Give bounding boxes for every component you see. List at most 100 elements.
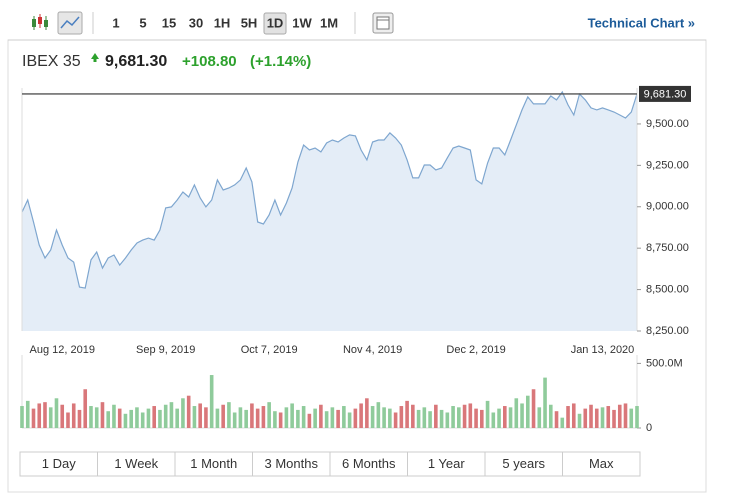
volume-bar [296,409,300,428]
volume-bar [94,407,99,428]
interval-button[interactable]: 5 [139,15,146,30]
volume-bar [83,389,88,428]
volume-bar [215,408,220,428]
interval-button[interactable]: 30 [189,15,203,30]
volume-bar [497,408,501,428]
interval-button[interactable]: 5H [241,15,258,30]
y-tick-label: 8,750.00 [646,242,689,254]
range-button[interactable]: 1 Week [114,456,158,471]
price: 9,681.30 [105,53,167,70]
x-tick-label: Aug 12, 2019 [30,344,95,356]
volume-bar [531,389,536,428]
volume-bar [411,404,415,428]
volume-bar [255,408,260,428]
volume-bar [175,408,179,428]
y-tick-label: 8,250.00 [646,325,689,337]
volume-bar [181,398,185,428]
volume-bar [571,403,576,428]
volume-bar [600,407,605,428]
price-area [22,92,637,331]
volume-bar [457,407,461,428]
x-tick-label: Jan 13, 2020 [571,344,635,356]
volume-bar [416,409,421,428]
last-price-box [639,85,691,102]
range-button-bg[interactable] [484,451,563,477]
volume-bar [66,412,70,428]
range-button-bg[interactable] [174,451,253,477]
volume-bar [623,403,628,428]
range-button[interactable]: 1 Year [428,456,466,471]
x-tick-label: Sep 9, 2019 [136,344,195,356]
volume-bar [537,407,542,428]
up-arrow-stem [93,58,97,62]
volume-bar [399,406,404,428]
change: +108.80 [182,53,237,70]
volume-bar [514,398,519,428]
volume-bar [451,406,455,428]
interval-button[interactable]: 1H [214,15,231,30]
up-arrow [91,53,99,59]
interval-button[interactable]: 15 [162,15,176,30]
volume-bar [405,400,409,428]
volume-bar [232,412,237,428]
volume-bar [525,395,530,428]
volume-bar [393,412,398,428]
range-button[interactable]: Max [589,456,614,471]
candle-icon[interactable] [32,14,48,30]
volume-bar [77,409,82,428]
volume-bar [117,408,122,428]
volume-bar [617,404,622,428]
x-tick-label: Dec 2, 2019 [446,344,505,356]
volume-bar [284,407,289,428]
volume-bar [48,407,53,428]
calendar-icon[interactable] [372,12,394,34]
range-button[interactable]: 1 Month [190,456,237,471]
volume-bar [198,403,202,428]
volume-bar [186,395,191,428]
range-button[interactable]: 5 years [502,456,545,471]
volume-bar [560,417,565,428]
interval-button[interactable]: 1D [267,15,284,30]
volume-bar [152,406,156,428]
volume-bar [313,408,317,428]
volume-bar [508,407,513,428]
volume-bar [612,409,616,428]
volume-bar [566,406,570,428]
volume-bar [336,409,340,428]
volume-bar [273,411,277,428]
interval-button[interactable]: 1W [292,15,312,30]
change-percent: (+1.14%) [250,53,311,70]
range-button-bg[interactable] [562,451,641,477]
volume-bar [462,404,467,428]
range-button[interactable]: 1 Day [42,456,76,471]
volume-bar [439,409,444,428]
volume-bar [365,398,369,428]
range-button-bg[interactable] [19,451,98,477]
y-tick-label: 9,250.00 [646,159,689,171]
range-button[interactable]: 3 Months [265,456,319,471]
volume-bar [221,404,225,428]
volume-bar [20,406,24,428]
volume-bar [583,408,588,428]
volume-bar [330,407,335,428]
volume-bar [250,403,254,428]
volume-bar [376,402,381,428]
volume-bar [140,412,145,428]
y-tick-label: 9,000.00 [646,201,689,213]
volume-bar [209,375,214,428]
volume-bar [60,404,65,428]
volume-bar [434,404,438,428]
volume-bar [370,406,375,428]
interval-button[interactable]: 1 [112,15,119,30]
y-tick-label: 8,500.00 [646,283,689,295]
volume-bar [123,413,128,428]
range-button[interactable]: 6 Months [342,456,396,471]
volume-bar [606,406,611,428]
range-button-bg[interactable] [329,451,408,477]
y-tick-label: 0 [646,422,652,434]
technical-chart-link[interactable]: Technical Chart » [588,15,695,30]
volume-bar [307,413,312,428]
line-icon[interactable] [57,11,83,35]
interval-button[interactable]: 1M [320,15,338,30]
